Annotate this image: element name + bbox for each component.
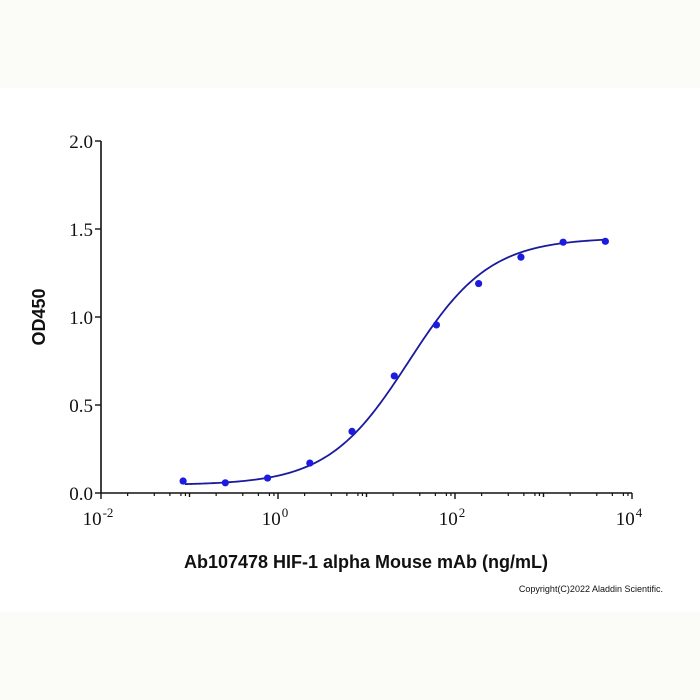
data-point [475, 279, 483, 288]
data-point [306, 459, 314, 467]
fit-curve [184, 238, 606, 486]
data-point [390, 372, 398, 380]
data-point [601, 237, 609, 245]
plot-background [0, 88, 700, 612]
x-tick-label: 10-2 [83, 505, 114, 530]
data-point [263, 474, 272, 482]
y-tick-label: 1.5 [69, 220, 93, 241]
data-point [179, 477, 187, 485]
copyright-text: Copyright(C)2022 Aladdin Scientific. [519, 584, 663, 594]
data-point [348, 427, 356, 435]
y-tick-label: 0.0 [69, 484, 93, 505]
data-points [179, 237, 609, 487]
y-axis-title: OD450 [29, 288, 49, 345]
x-tick-label: 102 [439, 505, 466, 530]
data-point [221, 479, 229, 487]
data-point [432, 321, 441, 329]
data-point [559, 238, 567, 246]
data-point [517, 253, 525, 261]
axes: 0.0 0.5 1.0 1.5 2.0 10-2 100 102 104 [69, 132, 643, 530]
x-tick-label: 100 [262, 505, 289, 530]
x-tick-label: 104 [616, 505, 643, 530]
y-tick-label: 0.5 [69, 396, 93, 417]
y-tick-label: 2.0 [69, 132, 93, 153]
y-tick-label: 1.0 [69, 308, 93, 329]
x-axis-title: Ab107478 HIF-1 alpha Mouse mAb (ng/mL) [184, 552, 548, 572]
